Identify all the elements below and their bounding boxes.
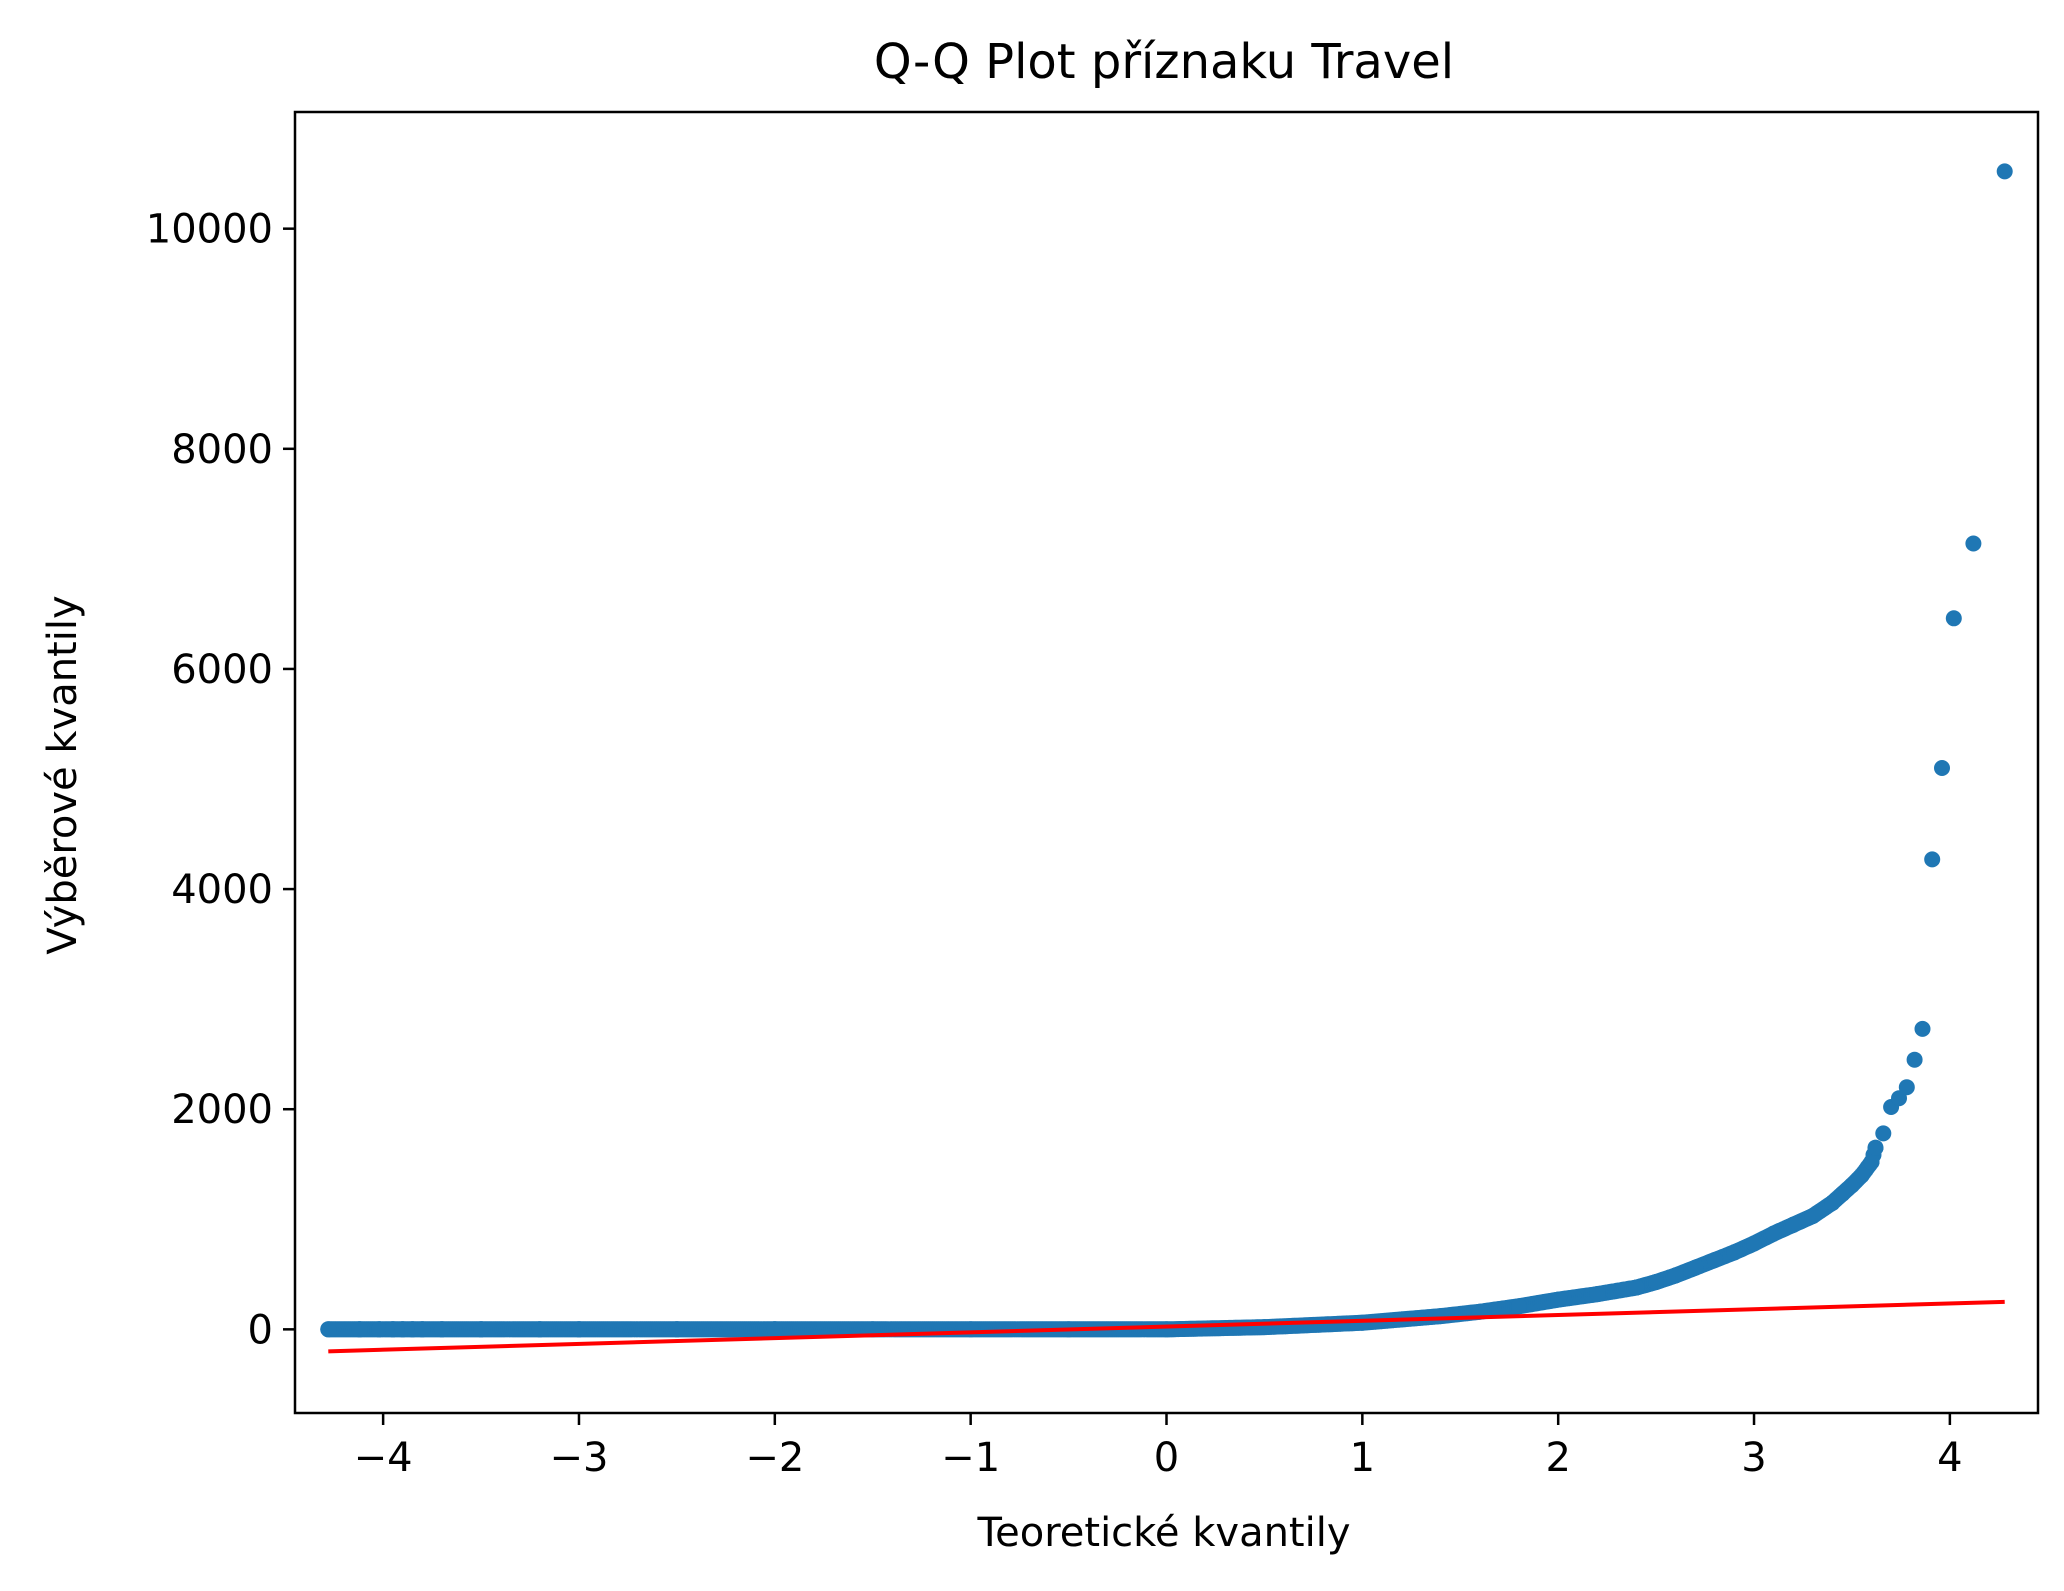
x-axis: −4 −3 −2 −1 0 1 2 3 4 [354, 1413, 1963, 1481]
x-tick-label: −3 [549, 1435, 608, 1481]
data-point [1256, 1319, 1273, 1336]
data-point [668, 1321, 685, 1338]
data-point [1432, 1308, 1449, 1325]
data-point [1924, 851, 1941, 868]
data-point [1648, 1274, 1665, 1290]
x-tick-label: 3 [1741, 1435, 1766, 1481]
data-point [1511, 1298, 1527, 1315]
data-point [320, 1321, 337, 1338]
data-point [414, 1321, 431, 1338]
data-point [1867, 1139, 1884, 1156]
data-point [1804, 1208, 1821, 1224]
data-point [1996, 163, 2013, 180]
y-tick-label: 8000 [171, 427, 273, 473]
x-tick-label: 2 [1545, 1435, 1570, 1481]
data-point [473, 1321, 490, 1338]
data-point [371, 1321, 388, 1338]
y-tick-label: 2000 [171, 1087, 273, 1133]
data-point [1934, 760, 1950, 776]
data-point [1765, 1225, 1782, 1242]
x-tick-label: −2 [745, 1435, 804, 1481]
data-point [1589, 1286, 1606, 1303]
x-tick-label: −1 [941, 1435, 1000, 1481]
x-tick-label: 1 [1350, 1435, 1375, 1481]
data-point [1853, 1167, 1870, 1184]
data-point [1667, 1267, 1684, 1284]
data-point [1863, 1154, 1880, 1170]
y-tick-label: 0 [248, 1307, 273, 1353]
y-tick-label: 4000 [171, 867, 273, 913]
data-point [766, 1321, 783, 1338]
x-tick-label: 4 [1937, 1435, 1962, 1481]
data-point [1875, 1125, 1892, 1142]
chart-title: Q-Q Plot příznaku Travel [874, 34, 1454, 90]
data-point [433, 1321, 450, 1338]
data-point [1785, 1216, 1802, 1233]
data-point [1726, 1244, 1743, 1261]
data-point [351, 1321, 368, 1338]
data-point [1628, 1279, 1645, 1296]
x-axis-label: Teoretické kvantily [976, 1510, 1350, 1556]
y-axis-label: Výběrové kvantily [40, 595, 86, 954]
data-point [1914, 1020, 1931, 1037]
y-axis: 0 2000 4000 6000 8000 10000 [146, 207, 295, 1353]
plot-area [293, 110, 2040, 1415]
data-point [571, 1321, 587, 1338]
x-tick-label: −4 [354, 1435, 413, 1481]
data-point [1965, 535, 1982, 552]
data-point [1158, 1321, 1175, 1338]
plot-frame [293, 110, 2040, 1415]
data-point [1687, 1259, 1704, 1276]
data-point [1746, 1235, 1762, 1252]
data-point [1945, 610, 1962, 627]
data-point [1550, 1291, 1567, 1308]
x-tick-label: 0 [1154, 1435, 1179, 1481]
y-tick-label: 6000 [171, 647, 273, 693]
data-point [1898, 1079, 1915, 1096]
data-point [1906, 1051, 1923, 1068]
data-point [1843, 1177, 1860, 1194]
data-point [531, 1321, 548, 1338]
data-point [1706, 1252, 1723, 1268]
y-tick-label: 10000 [146, 207, 273, 253]
data-point [962, 1321, 979, 1338]
fit-line [328, 1299, 2005, 1354]
